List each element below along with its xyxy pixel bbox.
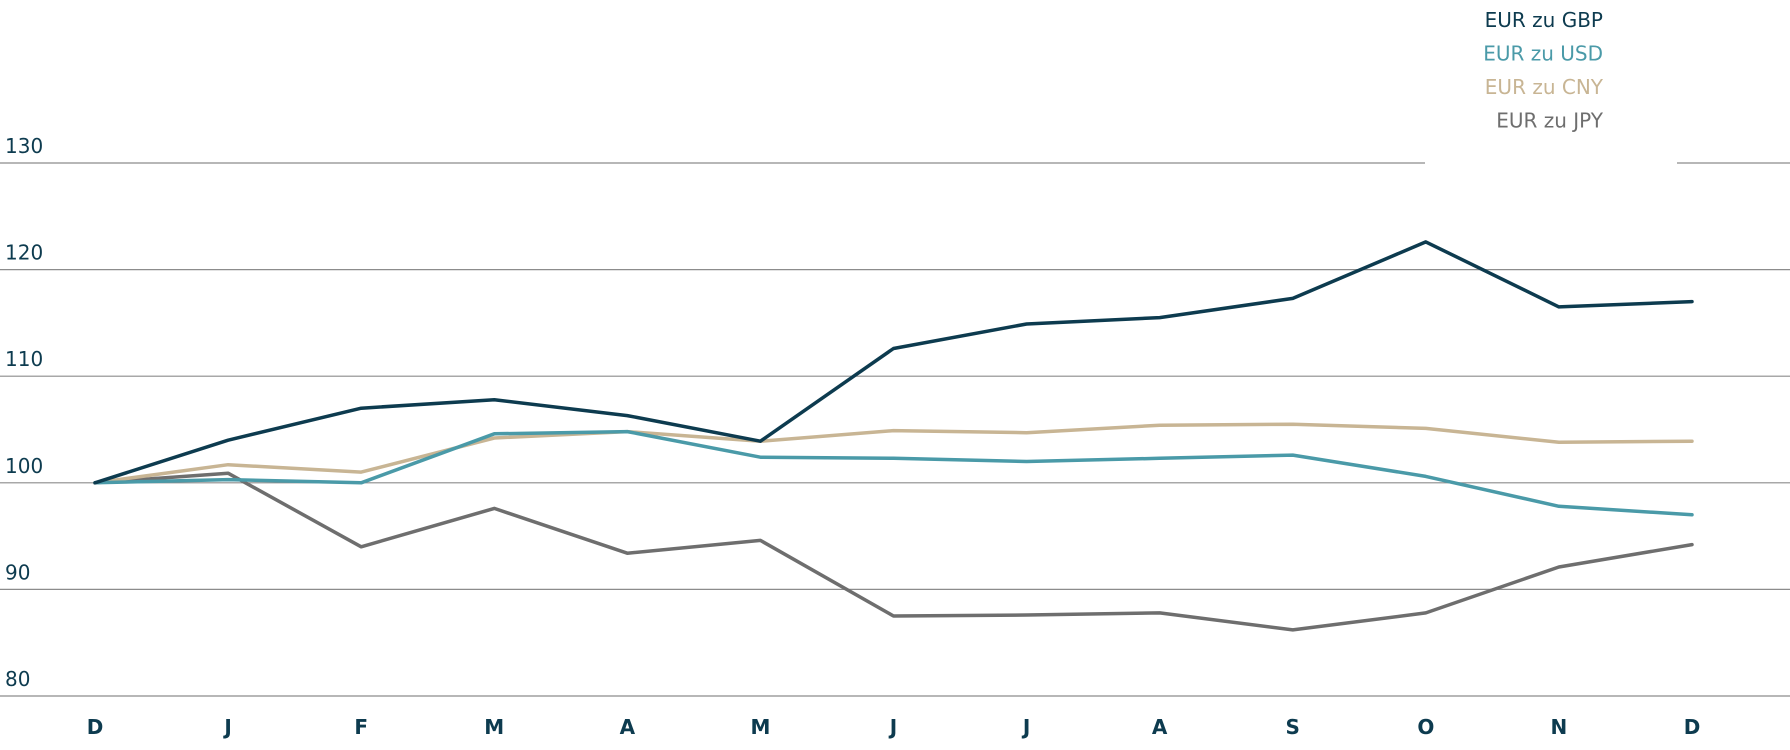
- y-tick-label: 100: [5, 454, 43, 478]
- x-tick-label: F: [354, 715, 368, 739]
- legend-item: EUR zu USD: [1483, 42, 1603, 66]
- y-tick-label: 120: [5, 241, 43, 265]
- y-tick-label: 110: [5, 347, 43, 371]
- legend-item: EUR zu GBP: [1485, 8, 1603, 32]
- y-tick-label: 90: [5, 560, 30, 584]
- legend-item: EUR zu JPY: [1496, 109, 1604, 133]
- x-tick-label: J: [1021, 715, 1030, 739]
- x-tick-label: A: [620, 715, 636, 739]
- x-tick-label: N: [1551, 715, 1568, 739]
- x-tick-label: D: [1684, 715, 1701, 739]
- series-line-eur-zu-cny: [93, 422, 1694, 485]
- series-line-eur-zu-gbp: [93, 240, 1694, 485]
- x-tick-label: J: [888, 715, 897, 739]
- plot-area: [93, 240, 1694, 632]
- y-tick-label: 80: [5, 667, 30, 691]
- x-tick-label: S: [1286, 715, 1300, 739]
- x-tick-label: J: [222, 715, 231, 739]
- legend-item: EUR zu CNY: [1485, 75, 1604, 99]
- y-tick-label: 130: [5, 134, 43, 158]
- x-tick-label: A: [1152, 715, 1168, 739]
- x-tick-label: D: [87, 715, 104, 739]
- y-axis: 80 90 100 110 120 130: [5, 134, 43, 691]
- series-line-eur-zu-jpy: [93, 471, 1694, 632]
- x-tick-label: O: [1417, 715, 1434, 739]
- legend: EUR zu GBP EUR zu USD EUR zu CNY EUR zu JPY: [1483, 8, 1604, 133]
- series-line-eur-zu-usd: [93, 429, 1694, 517]
- x-tick-label: M: [484, 715, 504, 739]
- x-tick-label: M: [750, 715, 770, 739]
